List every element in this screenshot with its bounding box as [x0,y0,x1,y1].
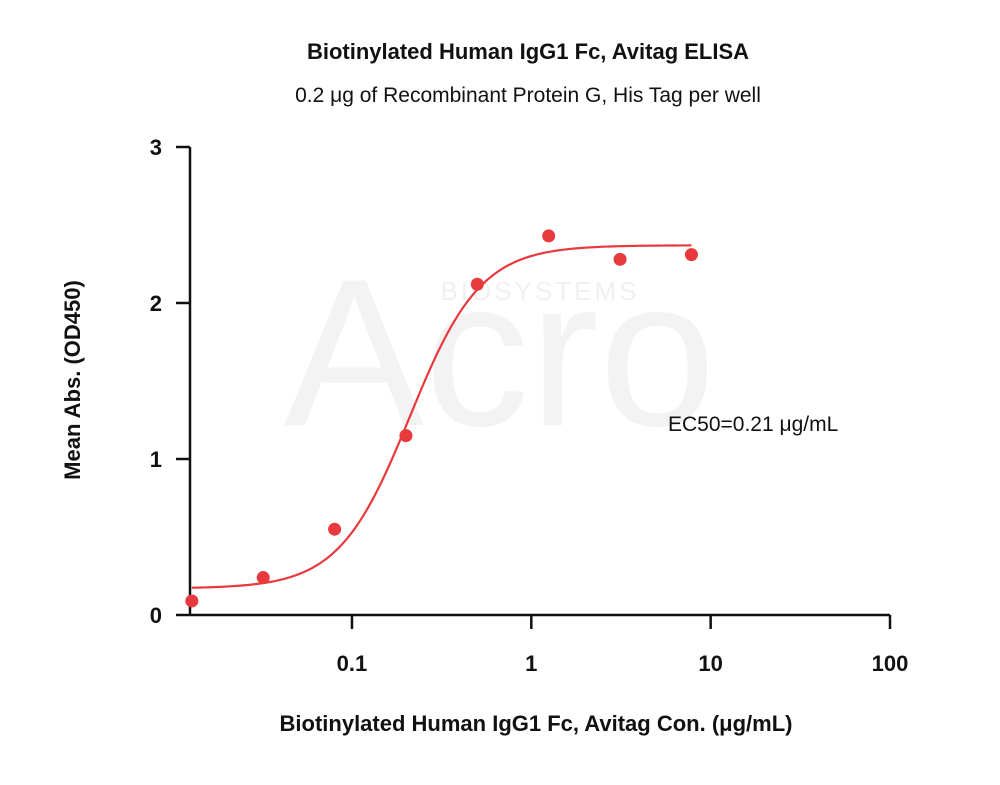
chart-subtitle: 0.2 μg of Recombinant Protein G, His Tag… [295,84,761,107]
x-axis-label: Biotinylated Human IgG1 Fc, Avitag Con. … [280,711,793,736]
y-ticks: 0 1 2 3 [150,135,190,628]
data-point [613,252,627,266]
x-tick-label: 0.1 [337,651,368,676]
data-point [399,429,413,443]
x-ticks: 0.1 1 10 100 [337,615,909,676]
watermark: BIOSYSTEMS Acro [284,235,716,470]
x-tick-label: 1 [525,651,537,676]
y-tick-label: 1 [150,447,162,472]
data-point [470,277,484,291]
fit-curve [191,244,692,589]
y-tick-label: 2 [150,291,162,316]
data-point [256,571,270,585]
watermark-brand: Acro [284,235,716,470]
data-points [185,229,698,608]
data-point [542,229,556,243]
y-tick-label: 3 [150,135,162,160]
y-tick-label: 0 [150,603,162,628]
data-point [328,522,342,536]
x-tick-label: 100 [872,651,909,676]
x-tick-label: 10 [698,651,722,676]
ec50-annotation: EC50=0.21 μg/mL [668,413,838,436]
axes [188,147,890,617]
y-axis-label: Mean Abs. (OD450) [60,280,85,480]
chart-title: Biotinylated Human IgG1 Fc, Avitag ELISA [307,39,749,64]
data-point [185,594,199,608]
data-point [684,248,698,262]
